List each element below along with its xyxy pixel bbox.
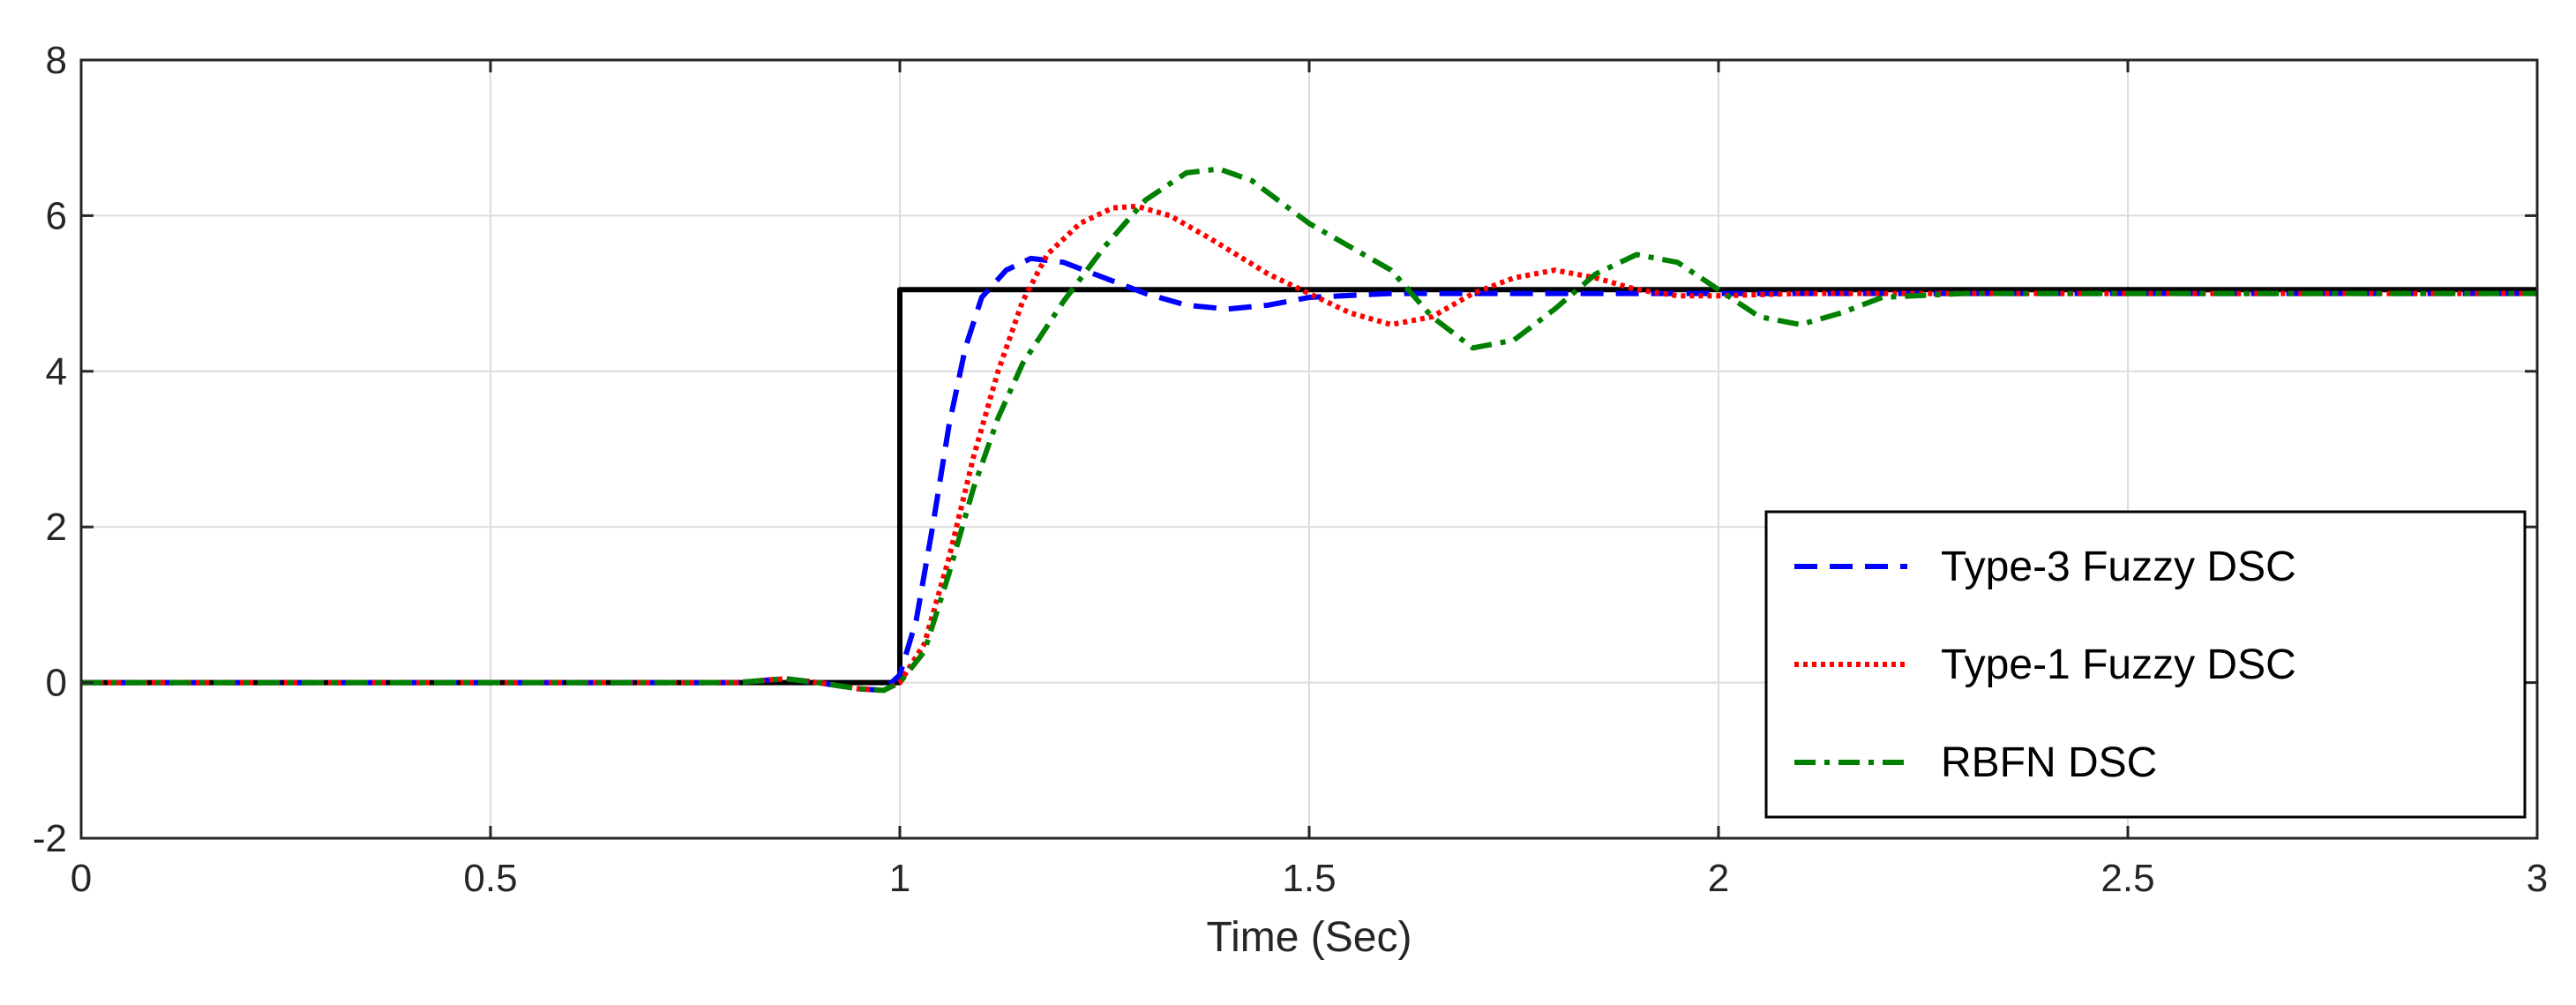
y-tick-label: 6 — [46, 194, 67, 237]
x-tick-label: 1 — [889, 857, 910, 900]
x-tick-label: 2.5 — [2100, 857, 2154, 900]
legend-entry-label: Type-3 Fuzzy DSC — [1941, 544, 2296, 590]
legend: Type-3 Fuzzy DSC Type-1 Fuzzy DSC RBFN DSC — [1764, 510, 2527, 819]
y-tick-label: 2 — [46, 506, 67, 549]
x-tick-label: 3 — [2527, 857, 2548, 900]
x-tick-label: 2 — [1708, 857, 1729, 900]
y-tick-label: 0 — [46, 662, 67, 705]
series-line-rbfn-dsc — [81, 166, 2537, 694]
x-tick-label: 0 — [71, 857, 92, 900]
x-axis-label: Time (Sec) — [1207, 914, 1412, 961]
legend-entry-label: Type-1 Fuzzy DSC — [1941, 641, 2296, 688]
y-tick-label: 8 — [46, 39, 67, 82]
x-tick-label: 0.5 — [463, 857, 517, 900]
x-tick-label: 1.5 — [1282, 857, 1336, 900]
y-tick-label: -2 — [33, 817, 67, 860]
y-tick-label: 4 — [46, 350, 67, 394]
legend-entry-label: RBFN DSC — [1941, 739, 2157, 786]
